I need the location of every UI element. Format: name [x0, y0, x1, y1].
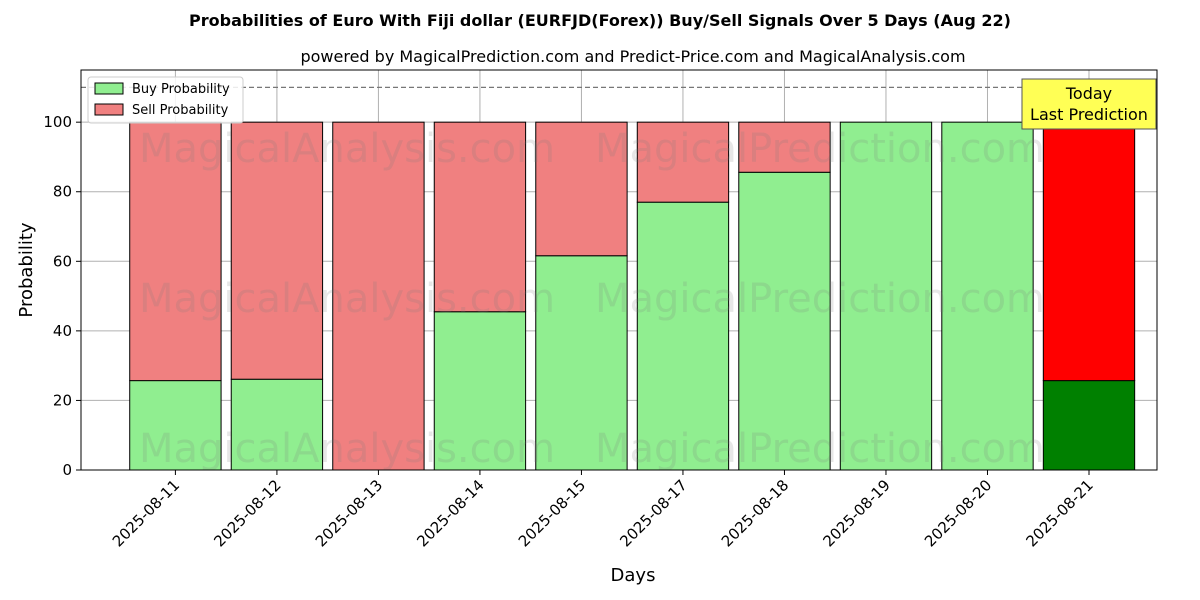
- sell-bar-2025-08-21: [1042, 121, 1136, 382]
- x-tick-label-1: 2025-08-12: [210, 476, 284, 550]
- watermark-analysis-2: MagicalAnalysis.com: [139, 426, 555, 472]
- y-axis-label: Probability: [16, 222, 37, 317]
- x-tick-label-4: 2025-08-15: [515, 476, 589, 550]
- x-axis-ticks: 2025-08-11 2025-08-12 2025-08-13 2025-08-14…: [109, 470, 1097, 550]
- today-annotation: Today Last Prediction: [1021, 78, 1157, 130]
- buy-bar-2025-08-18: [738, 171, 831, 471]
- y-tick-label-1: 20: [53, 391, 72, 409]
- buy-bar-2025-08-11: [129, 380, 222, 471]
- bars: [129, 121, 1136, 471]
- buy-bar-2025-08-17: [636, 201, 730, 471]
- watermark-analysis-0: MagicalAnalysis.com: [139, 126, 555, 172]
- legend: Buy Probability Sell Probability: [87, 76, 244, 124]
- plot-frame: [80, 69, 1158, 471]
- watermark-prediction-1: MagicalPrediction.com: [595, 276, 1045, 322]
- sell-bar-2025-08-14: [433, 121, 527, 313]
- y-tick-label-0: 0: [62, 461, 72, 479]
- x-tick-label-5: 2025-08-17: [616, 476, 690, 550]
- y-tick-label-4: 80: [53, 183, 72, 201]
- sell-bar-2025-08-13: [332, 121, 425, 471]
- buy-bar-2025-08-20: [941, 121, 1034, 471]
- watermarks: MagicalAnalysis.com MagicalPrediction.com…: [139, 126, 1045, 472]
- sell-bar-2025-08-12: [230, 121, 324, 380]
- chart-subtitle: powered by MagicalPrediction.com and Pre…: [300, 47, 965, 66]
- x-tick-label-2: 2025-08-13: [312, 476, 386, 550]
- sell-bar-2025-08-11: [129, 121, 222, 382]
- annotation-line-0: Today: [1065, 84, 1112, 103]
- legend-swatch-1: [94, 103, 124, 116]
- sell-bar-2025-08-17: [636, 121, 730, 203]
- sell-bar-2025-08-18: [738, 121, 831, 173]
- legend-box: [87, 76, 244, 124]
- watermark-prediction-2: MagicalPrediction.com: [595, 426, 1045, 472]
- watermark-prediction-0: MagicalPrediction.com: [595, 126, 1045, 172]
- y-tick-label-2: 40: [53, 322, 72, 340]
- x-tick-label-3: 2025-08-14: [413, 476, 487, 550]
- x-tick-label-0: 2025-08-11: [109, 476, 183, 550]
- x-axis-label: Days: [611, 565, 656, 586]
- x-tick-label-7: 2025-08-19: [819, 476, 893, 550]
- y-axis-ticks: 0 20 40 60 80 100: [43, 113, 81, 479]
- chart-title: Probabilities of Euro With Fiji dollar (…: [189, 11, 1011, 30]
- buy-bar-2025-08-19: [839, 121, 933, 471]
- buy-bar-2025-08-14: [433, 311, 527, 471]
- x-tick-label-8: 2025-08-20: [921, 476, 995, 550]
- sell-bar-2025-08-15: [535, 121, 628, 257]
- y-tick-label-5: 100: [43, 113, 72, 131]
- watermark-analysis-1: MagicalAnalysis.com: [139, 276, 555, 322]
- annotation-box: [1021, 78, 1157, 130]
- buy-bar-2025-08-21: [1042, 380, 1136, 471]
- legend-label-0: Buy Probability: [132, 82, 230, 97]
- x-tick-label-9: 2025-08-21: [1022, 476, 1096, 550]
- legend-label-1: Sell Probability: [132, 103, 229, 118]
- y-tick-label-3: 60: [53, 252, 72, 270]
- legend-swatch-0: [94, 82, 124, 95]
- annotation-line-1: Last Prediction: [1030, 105, 1148, 124]
- x-tick-label-6: 2025-08-18: [718, 476, 792, 550]
